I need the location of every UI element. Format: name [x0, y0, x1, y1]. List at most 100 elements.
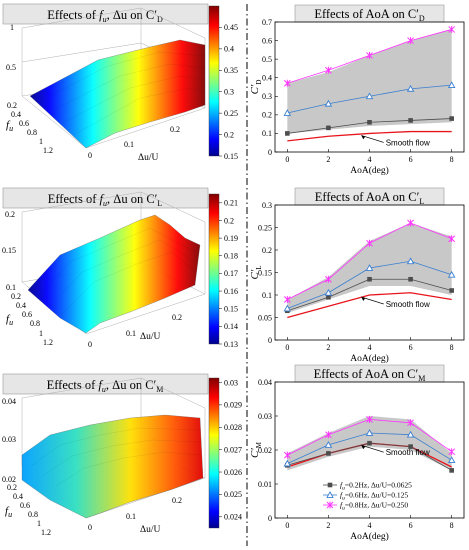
y-tick-label: 0.5	[262, 55, 272, 64]
x-tick-label: 8	[450, 343, 454, 352]
colorbar-tick-label: 0.027	[224, 445, 242, 454]
series-marker	[449, 116, 454, 121]
series-marker	[326, 294, 331, 300]
series-marker	[324, 99, 333, 107]
annotation-arrowhead	[361, 135, 366, 140]
series-marker	[326, 491, 334, 498]
colorbar-tick-label: 0.17	[224, 269, 238, 278]
surface-y-tick: 0.1	[6, 283, 16, 292]
series-marker	[324, 288, 333, 296]
series-marker	[406, 430, 415, 438]
colorbar-tick-label: 0.14	[224, 322, 238, 331]
line-panel-cl: Effects of AoA on C′L 0 0.05 0.1 0.15 0.2 0.25…	[249, 187, 465, 364]
series-marker	[283, 451, 291, 459]
surface-x-tick: 0.1	[126, 329, 136, 338]
surface-y-tick: 0.2	[5, 210, 15, 219]
legend-label: fu=0.2Hz, Δu/U=0.0625	[340, 481, 412, 492]
surface-y-tick: 0.5	[6, 63, 16, 72]
surface-z-tick: 1	[39, 137, 43, 146]
surface-x-tick: 0	[88, 523, 92, 532]
surface-panel-cm: Effects of fu, Δu on C′M 0.04 0.03 0.02 …	[2, 373, 242, 537]
colorbar-tick-label: 0.15	[224, 305, 238, 314]
y-tick-label: 0.3	[262, 201, 272, 210]
colorbar-tick-label: 0.15	[224, 152, 238, 161]
line-title: Effects of AoA on C′M	[314, 367, 426, 383]
y-tick-label: 0.6	[262, 36, 272, 45]
series-marker	[365, 264, 374, 271]
surface-x-tick: 0.2	[172, 496, 182, 505]
y-tick-label: 0.1	[262, 129, 272, 138]
series-marker	[367, 276, 372, 282]
colorbar	[208, 377, 220, 529]
series-marker	[406, 84, 415, 92]
colorbar-tick-label: 0.2	[224, 130, 234, 139]
x-tick-label: 8	[450, 155, 454, 164]
surface-x-tick: 0.2	[172, 313, 182, 322]
colorbar-tick-label: 0.21	[224, 199, 238, 208]
surface-panel-cd: Effects of fu, Δu on C′D 1 0.5 0.2 0.4 0…	[2, 3, 238, 163]
surface-z-tick: 0.2	[7, 483, 17, 492]
series-marker	[407, 37, 414, 45]
colorbar-tick-label: 0.25	[224, 109, 238, 118]
surface-y-tick: 0.02	[2, 475, 16, 484]
legend-label: fu=0.8Hz, Δu/U=0.250	[340, 501, 408, 512]
colorbar-tick-label: 0.13	[224, 340, 238, 349]
series-marker	[408, 118, 413, 123]
x-tick-label: 2	[326, 521, 330, 530]
colorbar-tick-label: 0.028	[224, 423, 242, 432]
x-tick-label: 2	[326, 155, 330, 164]
x-tick-label: 6	[409, 521, 413, 530]
surface-panel-cl: Effects of fu, Δu on C′L 0.2 0.15 0.1 0.…	[2, 187, 238, 349]
colorbar-tick-label: 0.026	[224, 468, 242, 477]
series-marker	[449, 288, 454, 293]
colorbar-tick-label: 0.025	[224, 490, 242, 499]
surface-title: Effects of fu, Δu on C′M	[47, 378, 164, 394]
y-tick-label: 0.02	[258, 446, 272, 455]
surface-z-tick: 1	[37, 519, 41, 528]
series-marker	[447, 81, 456, 88]
y-tick-label: 0.05	[258, 313, 272, 322]
series-marker	[447, 456, 456, 464]
colorbar-tick-label: 0.35	[224, 66, 238, 75]
line-title: Effects of AoA on C′L	[315, 190, 425, 206]
y-tick-label: 0.3	[262, 92, 272, 101]
series-marker	[407, 419, 414, 427]
series-marker	[448, 235, 456, 243]
surface-grid	[31, 427, 201, 487]
surface-z-tick: 0.4	[11, 110, 21, 119]
series-marker	[326, 125, 331, 131]
x-tick-label: 4	[368, 155, 372, 164]
colorbar-tick-label: 0.024	[224, 513, 242, 522]
series-marker	[447, 270, 456, 278]
smooth-flow-line	[287, 292, 452, 319]
series-marker	[448, 25, 456, 33]
smooth-flow-line	[287, 130, 452, 142]
y-tick-label: 0.4	[262, 74, 272, 83]
series-marker	[327, 482, 333, 488]
x-tick-label: 6	[409, 343, 413, 352]
surface-z-tick: 0.8	[28, 510, 38, 519]
x-tick-label: 0	[285, 343, 289, 352]
smooth-flow-label: Smooth flow	[386, 448, 430, 457]
surface-z-label: fu	[5, 505, 12, 519]
colorbar	[208, 5, 220, 157]
surface-z-tick: 1.2	[43, 338, 53, 347]
series-marker	[326, 501, 334, 509]
surface-y-tick: 0.15	[2, 246, 16, 255]
surface-z-tick: 1.2	[41, 528, 51, 537]
colorbar-tick-label: 0.4	[224, 45, 234, 54]
surface-y-tick: 0.03	[2, 435, 16, 444]
surface-z-tick: 0.4	[16, 301, 26, 310]
surface-x-label: Δu/U	[138, 153, 158, 163]
annotation-arrowhead	[361, 445, 366, 450]
series-marker	[283, 304, 292, 312]
y-tick-label: 0.04	[258, 378, 272, 387]
series-marker	[325, 431, 332, 439]
surface-x-tick: 0.1	[124, 140, 134, 149]
surface-z-tick: 1	[39, 329, 43, 338]
surface-mesh	[29, 39, 206, 149]
x-tick-label: 6	[409, 155, 413, 164]
series-marker	[408, 276, 413, 282]
surface-title: Effects of fu, Δu on C′L	[48, 192, 163, 208]
y-tick-label: 0.15	[258, 268, 272, 277]
